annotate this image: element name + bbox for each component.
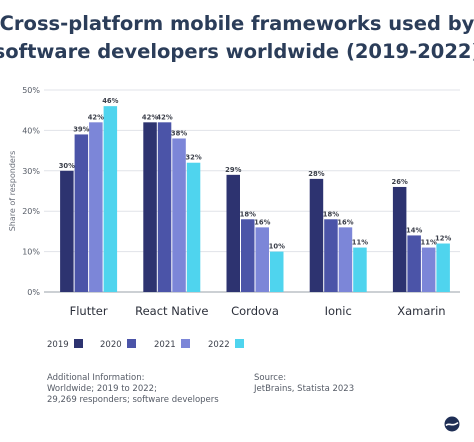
data-label: 18% [240, 210, 256, 218]
data-label: 16% [337, 218, 353, 226]
bar-2020-cordova [241, 219, 255, 292]
footer-source-line-1: Source: [254, 373, 286, 383]
bars [60, 106, 450, 292]
data-label: 10% [269, 243, 285, 251]
footer-source-line-2: JetBrains, Statista 2023 [253, 384, 354, 394]
data-label: 16% [254, 218, 270, 226]
y-tick-label: 40% [22, 126, 40, 135]
bar-2020-flutter [74, 134, 89, 292]
bar-2022-ionic [353, 247, 367, 292]
bar-2021-flutter [89, 122, 103, 292]
bar-2022-xamarin [436, 243, 450, 292]
data-label: 38% [171, 129, 187, 137]
data-label: 46% [102, 97, 118, 105]
legend-label-2019: 2019 [47, 340, 69, 350]
bar-2021-xamarin [421, 247, 436, 292]
bar-2020-ionic [324, 219, 338, 292]
bar-2021-ionic [338, 227, 353, 292]
bar-2019-react-native [143, 122, 157, 292]
footer-info-line-3: 29,269 responders; software developers [47, 395, 219, 405]
legend: 2019 2020 2021 2022 [47, 339, 244, 350]
chart-title-line-2: software developers worldwide (2019-2022… [0, 40, 474, 63]
chart-title-line-1: Cross-platform mobile frameworks used by [0, 12, 474, 35]
category-label: Xamarin [397, 304, 445, 318]
legend-swatch-2021 [181, 339, 190, 348]
legend-label-2021: 2021 [154, 340, 176, 350]
y-tick-label: 10% [22, 248, 40, 257]
statista-logo-icon [444, 416, 460, 432]
data-label: 42% [88, 113, 104, 121]
legend-label-2020: 2020 [100, 340, 122, 350]
data-label: 26% [392, 178, 408, 186]
data-label: 28% [308, 170, 324, 178]
legend-label-2022: 2022 [208, 340, 230, 350]
category-label: Cordova [231, 304, 279, 318]
y-axis-label: Share of responders [8, 151, 17, 232]
legend-swatch-2020 [127, 339, 136, 348]
footer-info-line-1: Additional Information: [47, 373, 144, 383]
category-label: Ionic [325, 304, 352, 318]
bar-2022-flutter [103, 106, 118, 292]
footer-source: Source: JetBrains, Statista 2023 [253, 373, 354, 394]
data-label: 32% [185, 154, 201, 162]
data-label: 12% [435, 235, 451, 243]
bar-2019-xamarin [392, 186, 407, 292]
y-tick-label: 30% [22, 167, 40, 176]
y-tick-label: 20% [22, 207, 40, 216]
data-label: 29% [225, 166, 241, 174]
bar-2022-react-native [186, 162, 201, 292]
bar-2020-xamarin [407, 235, 421, 292]
data-label: 11% [421, 239, 437, 247]
data-labels: 30%39%42%46%42%42%38%32%29%18%16%10%28%1… [59, 97, 452, 250]
bar-2021-react-native [172, 138, 186, 292]
bar-2021-cordova [255, 227, 269, 292]
category-label: Flutter [70, 304, 108, 318]
legend-swatch-2019 [74, 339, 83, 348]
y-axis-ticks: 0% 10% 20% 30% 40% 50% [22, 86, 40, 297]
bar-2019-cordova [226, 174, 240, 292]
bar-2022-cordova [270, 251, 284, 292]
bar-2020-react-native [157, 122, 172, 292]
data-label: 42% [142, 113, 158, 121]
y-tick-label: 50% [22, 86, 40, 95]
bar-2019-flutter [60, 170, 74, 292]
bar-2019-ionic [309, 178, 324, 292]
legend-swatch-2022 [235, 339, 244, 348]
data-label: 18% [323, 210, 339, 218]
data-label: 14% [406, 226, 422, 234]
data-label: 39% [73, 125, 89, 133]
data-label: 42% [156, 113, 172, 121]
category-labels: Flutter React Native Cordova Ionic Xamarin [70, 304, 446, 318]
category-label: React Native [135, 304, 208, 318]
data-label: 30% [59, 162, 75, 170]
data-label: 11% [352, 239, 368, 247]
footer-info: Additional Information: Worldwide; 2019 … [47, 373, 219, 405]
y-tick-label: 0% [27, 288, 40, 297]
footer-info-line-2: Worldwide; 2019 to 2022; [47, 384, 157, 394]
